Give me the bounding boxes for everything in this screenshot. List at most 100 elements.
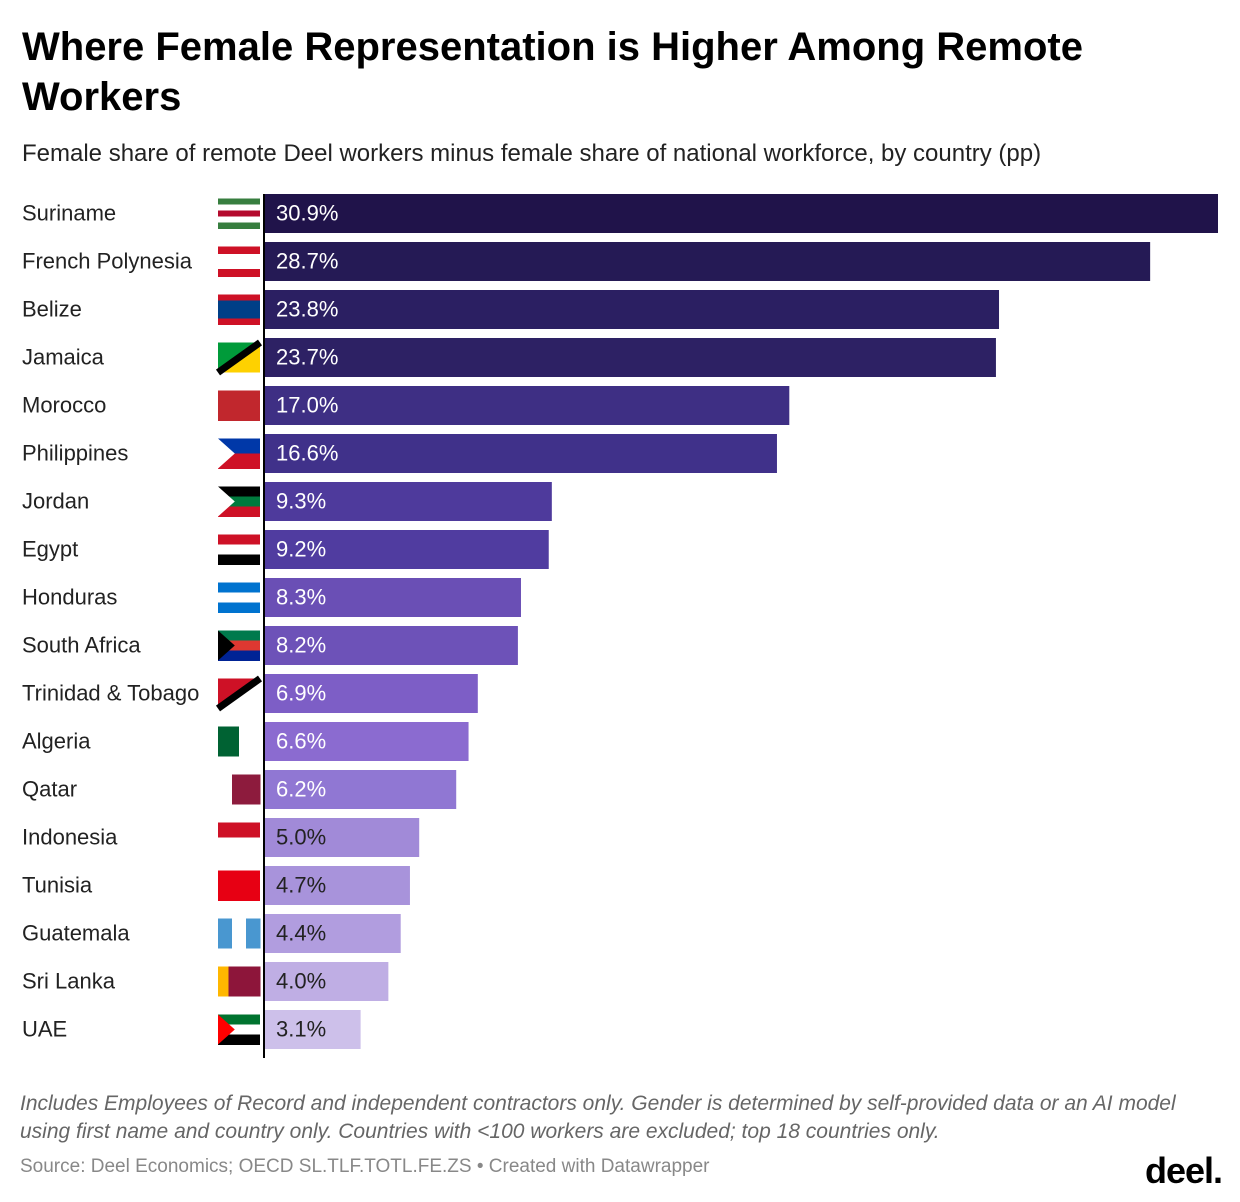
flag-icon <box>218 198 260 229</box>
category-label: South Africa <box>22 632 141 657</box>
category-label: Guatemala <box>22 920 130 945</box>
flag-stripe <box>232 918 247 949</box>
flag-icon <box>218 870 260 901</box>
flag-stripe <box>218 602 260 613</box>
value-label: 4.0% <box>276 968 326 993</box>
value-label: 6.9% <box>276 680 326 705</box>
flag-stripe <box>218 318 260 325</box>
flag-stripe <box>218 837 260 853</box>
bar <box>265 770 457 809</box>
bar <box>265 674 478 713</box>
flag-stripe <box>218 246 260 255</box>
flag-stripe <box>239 726 261 757</box>
bar <box>265 722 469 761</box>
flag-stripe <box>215 339 263 376</box>
flag-stripe <box>218 630 235 661</box>
flag-stripe <box>218 254 260 262</box>
flag-stripe <box>218 1034 260 1045</box>
category-label: Jordan <box>22 488 89 513</box>
flag-icon <box>218 582 260 613</box>
category-label: Suriname <box>22 200 116 225</box>
flag-stripe <box>218 918 233 949</box>
flag-icon <box>215 339 263 376</box>
value-label: 28.7% <box>276 248 338 273</box>
flag-stripe <box>218 822 260 838</box>
flag-stripe <box>218 1014 260 1025</box>
flag-stripe <box>218 582 260 593</box>
flag-stripe <box>218 630 260 641</box>
category-label: Egypt <box>22 536 78 561</box>
flag-stripe <box>218 1024 260 1035</box>
flag-stripe <box>218 554 260 565</box>
category-label: Algeria <box>22 728 91 753</box>
flag-stripe <box>218 486 260 497</box>
category-label: Morocco <box>22 392 106 417</box>
value-label: 4.4% <box>276 920 326 945</box>
flag-icon <box>218 438 260 469</box>
flag-stripe <box>246 774 261 805</box>
notes: Includes Employees of Record and indepen… <box>20 1092 1176 1143</box>
flag-stripe <box>218 204 260 211</box>
category-label: French Polynesia <box>22 248 193 273</box>
value-label: 30.9% <box>276 200 338 225</box>
flag-stripe <box>218 506 260 517</box>
flag-icon <box>218 246 260 277</box>
flag-stripe <box>218 870 260 901</box>
bar <box>265 434 777 473</box>
flag-stripe <box>228 966 240 997</box>
flag-stripe <box>218 650 260 661</box>
flag-stripe <box>249 966 261 997</box>
flag-stripe <box>218 269 260 277</box>
bar <box>265 578 521 617</box>
flag-stripe <box>218 1014 235 1045</box>
flag-icon <box>218 390 260 421</box>
category-label: Trinidad & Tobago <box>22 680 199 705</box>
bar <box>265 530 549 569</box>
flag-stripe <box>218 640 260 651</box>
flag-stripe <box>215 675 263 712</box>
value-label: 23.8% <box>276 296 338 321</box>
flag-stripe <box>218 390 260 421</box>
flag-icon <box>218 486 260 517</box>
source: Source: Deel Economics; OECD SL.TLF.TOTL… <box>20 1156 710 1177</box>
flag-icon <box>215 675 263 712</box>
value-label: 6.6% <box>276 728 326 753</box>
value-label: 17.0% <box>276 392 338 417</box>
flag-icon <box>218 630 260 661</box>
bar <box>265 1010 361 1049</box>
category-label: Belize <box>22 296 82 321</box>
category-label: Indonesia <box>22 824 118 849</box>
category-label: Qatar <box>22 776 77 801</box>
value-label: 8.3% <box>276 584 326 609</box>
logo: deel. <box>1144 1150 1223 1191</box>
flag-stripe <box>218 222 260 229</box>
flag-stripe <box>218 210 260 217</box>
flag-stripe <box>218 774 233 805</box>
bar <box>265 914 401 953</box>
value-label: 9.3% <box>276 488 326 513</box>
flag-stripe <box>218 261 260 270</box>
category-label: Sri Lanka <box>22 968 116 993</box>
flag-icon <box>218 966 261 997</box>
flag-stripe <box>218 544 260 555</box>
flag-icon <box>218 294 260 325</box>
flag-stripe <box>218 438 235 469</box>
flag-stripe <box>218 294 260 301</box>
bar <box>265 242 1151 281</box>
flag-icon <box>218 534 260 565</box>
value-label: 5.0% <box>276 824 326 849</box>
bar <box>265 290 1000 329</box>
value-label: 9.2% <box>276 536 326 561</box>
flag-icon <box>218 822 260 853</box>
flag-stripe <box>232 774 247 805</box>
bar <box>265 962 389 1001</box>
flag-stripe <box>218 216 260 223</box>
category-label: Jamaica <box>22 344 105 369</box>
flag-stripe <box>218 312 260 319</box>
category-label: Tunisia <box>22 872 93 897</box>
flag-stripe <box>218 300 260 307</box>
flag-stripe <box>218 592 260 603</box>
bar <box>265 818 420 857</box>
flag-icon <box>218 726 261 757</box>
